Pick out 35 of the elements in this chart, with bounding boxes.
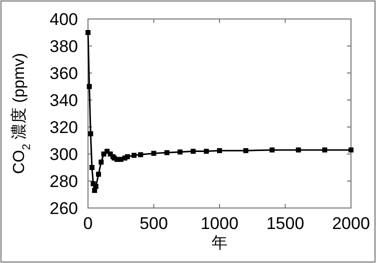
y-tick-label: 400 [50, 10, 78, 29]
point [132, 152, 137, 158]
point [296, 147, 301, 152]
point [93, 184, 98, 189]
point [86, 30, 90, 35]
y-tick-label: 260 [50, 199, 78, 218]
point [96, 172, 102, 177]
x-tick-label: 0 [83, 214, 93, 233]
point [348, 147, 354, 152]
point [217, 148, 222, 154]
point [88, 131, 94, 136]
point [151, 150, 156, 156]
x-axis-title: 年 [212, 235, 228, 252]
point [98, 160, 104, 165]
y-tick-label: 280 [50, 172, 78, 191]
point [86, 84, 92, 89]
point [190, 148, 196, 154]
point [138, 152, 144, 158]
point [89, 165, 94, 170]
x-tick-label: 1000 [200, 214, 238, 233]
y-tick-label: 360 [50, 64, 78, 83]
x-tick-label: 1500 [266, 214, 304, 233]
x-tick-label: 2000 [332, 214, 370, 233]
y-tick-label: 380 [50, 37, 78, 56]
y-tick-label: 300 [50, 145, 78, 164]
point [164, 150, 170, 156]
point [204, 148, 209, 154]
y-tick-label: 320 [50, 118, 78, 137]
point [178, 149, 183, 154]
point [243, 148, 248, 154]
x-tick-label: 500 [140, 214, 168, 233]
point [322, 147, 328, 152]
y-tick-label: 340 [50, 91, 78, 110]
point [124, 154, 130, 160]
point [270, 147, 275, 152]
